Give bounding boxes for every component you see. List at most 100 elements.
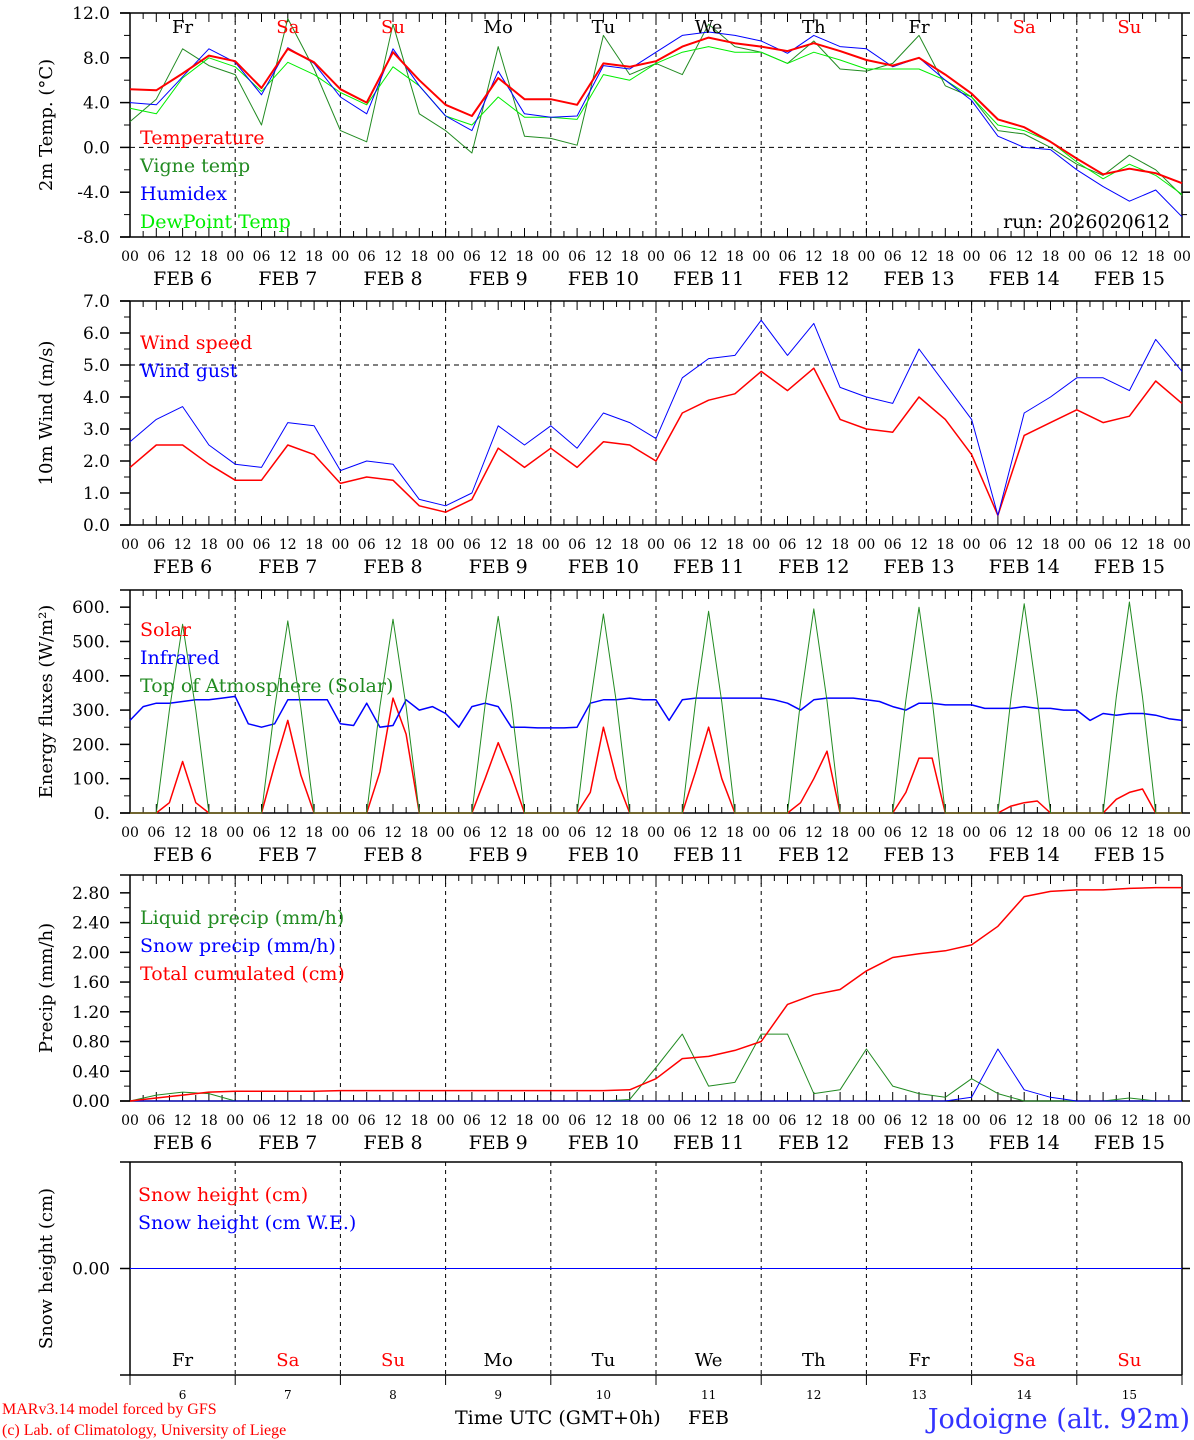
date-label: FEB 12 <box>778 1132 849 1154</box>
hour-label: 18 <box>1042 1113 1060 1129</box>
hour-label: 18 <box>726 825 744 841</box>
y-tick-label: 7.0 <box>83 292 110 312</box>
y-axis-title: 2m Temp. (°C) <box>36 59 57 191</box>
date-label: FEB 11 <box>673 268 744 290</box>
date-label: FEB 7 <box>258 556 317 578</box>
weekday-label: Fr <box>172 1350 193 1371</box>
date-label: 6 <box>179 1388 187 1402</box>
hour-label: 12 <box>384 1113 402 1129</box>
hour-label: 00 <box>1173 537 1191 553</box>
hour-label: 12 <box>700 825 718 841</box>
weekday-label: Su <box>381 17 405 38</box>
hour-label: 00 <box>121 825 139 841</box>
date-label: 13 <box>911 1388 926 1402</box>
hour-label: 12 <box>910 249 928 265</box>
legend-snow-precip: Snow precip (mm/h) <box>140 935 336 957</box>
date-label: 11 <box>701 1388 716 1402</box>
hour-label: 00 <box>226 249 244 265</box>
weekday-label: Tu <box>592 17 616 38</box>
hour-label: 12 <box>805 1113 823 1129</box>
hour-label: 00 <box>121 1113 139 1129</box>
y-tick-label: 100. <box>72 770 110 790</box>
hour-label: 12 <box>384 537 402 553</box>
hour-label: 00 <box>963 537 981 553</box>
hour-label: 00 <box>647 1113 665 1129</box>
hour-label: 18 <box>516 249 534 265</box>
weekday-label: Sa <box>276 17 299 38</box>
legend-snow-height-we: Snow height (cm W.E.) <box>138 1212 356 1234</box>
copyright: (c) Lab. of Climatology, University of L… <box>2 1422 286 1439</box>
hour-label: 00 <box>1068 249 1086 265</box>
hour-label: 00 <box>752 825 770 841</box>
hour-label: 00 <box>963 1113 981 1129</box>
hour-label: 12 <box>489 537 507 553</box>
weekday-label: Mo <box>484 17 513 38</box>
hour-label: 06 <box>147 1113 165 1129</box>
date-label: FEB 13 <box>883 844 954 866</box>
y-tick-label: 0.80 <box>72 1033 110 1053</box>
y-axis-title: Precip (mm/h) <box>36 923 57 1053</box>
hour-label: 18 <box>1147 537 1165 553</box>
hour-label: 12 <box>1120 537 1138 553</box>
date-label: FEB 8 <box>363 844 422 866</box>
hour-label: 06 <box>779 1113 797 1129</box>
hour-label: 00 <box>963 825 981 841</box>
hour-label: 12 <box>279 1113 297 1129</box>
date-label: 14 <box>1017 1388 1033 1402</box>
hour-label: 12 <box>384 249 402 265</box>
hour-label: 00 <box>1173 825 1191 841</box>
legend-infrared: Infrared <box>140 647 220 669</box>
hour-label: 00 <box>226 1113 244 1129</box>
y-tick-label: -4.0 <box>77 183 110 203</box>
date-label: 15 <box>1122 1388 1137 1402</box>
weekday-label: Su <box>1117 1350 1141 1371</box>
hour-label: 18 <box>305 1113 323 1129</box>
hour-label: 18 <box>305 537 323 553</box>
hour-label: 06 <box>989 249 1007 265</box>
hour-label: 18 <box>200 537 218 553</box>
y-tick-label: 2.0 <box>83 452 110 472</box>
x-axis-title: Time UTC (GMT+0h) <box>455 1407 661 1429</box>
hour-label: 12 <box>805 825 823 841</box>
hour-label: 06 <box>147 249 165 265</box>
hour-label: 18 <box>410 825 428 841</box>
hour-label: 18 <box>516 1113 534 1129</box>
hour-label: 12 <box>174 1113 192 1129</box>
y-tick-label: 0.0 <box>83 138 110 158</box>
hour-label: 00 <box>331 1113 349 1129</box>
date-label: FEB 7 <box>258 844 317 866</box>
hour-label: 12 <box>489 825 507 841</box>
model-credit: MARv3.14 model forced by GFS <box>2 1401 217 1418</box>
hour-label: 12 <box>594 825 612 841</box>
hour-label: 00 <box>1068 825 1086 841</box>
hour-label: 00 <box>857 1113 875 1129</box>
y-axis-title: Energy fluxes (W/m²) <box>36 605 57 799</box>
date-label: FEB 14 <box>989 556 1060 578</box>
date-label: FEB 15 <box>1094 1132 1165 1154</box>
weekday-label: Th <box>802 1350 826 1371</box>
hour-label: 00 <box>542 825 560 841</box>
hour-label: 06 <box>253 1113 271 1129</box>
hour-label: 06 <box>989 825 1007 841</box>
hour-label: 06 <box>673 249 691 265</box>
hour-label: 06 <box>253 537 271 553</box>
hour-label: 00 <box>542 1113 560 1129</box>
legend-total-cumulated: Total cumulated (cm) <box>140 963 345 985</box>
hour-label: 12 <box>805 537 823 553</box>
hour-label: 18 <box>1147 249 1165 265</box>
date-label: FEB 8 <box>363 268 422 290</box>
legend-humidex: Humidex <box>140 183 227 205</box>
hour-label: 00 <box>1173 1113 1191 1129</box>
date-label: FEB 9 <box>469 556 528 578</box>
hour-label: 00 <box>647 537 665 553</box>
date-label: FEB 13 <box>883 556 954 578</box>
hour-label: 12 <box>174 249 192 265</box>
hour-label: 06 <box>779 249 797 265</box>
y-tick-label: 200. <box>72 735 110 755</box>
hour-label: 12 <box>384 825 402 841</box>
series-temperature <box>129 36 1183 185</box>
y-tick-label: 2.80 <box>72 884 110 904</box>
date-label: FEB 6 <box>153 1132 212 1154</box>
y-axis-title: 10m Wind (m/s) <box>36 341 57 486</box>
hour-label: 00 <box>647 249 665 265</box>
